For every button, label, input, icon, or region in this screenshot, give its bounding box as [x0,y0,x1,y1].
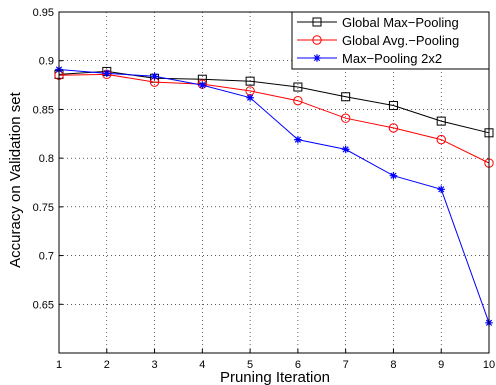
y-axis-ticks: 0.65 0.7 0.75 0.8 0.85 0.9 0.95 [33,7,63,311]
series-line [58,70,490,134]
y-tick-label: 0.8 [39,153,54,165]
x-tick-label: 10 [483,359,495,371]
legend-label: Global Max−Pooling [342,15,459,30]
data-point [436,134,446,145]
data-point [293,95,303,106]
data-point [388,123,399,133]
data-point [102,69,111,78]
y-axis-title: Accuracy on Validation set [7,91,24,267]
legend-entry: Max−Pooling 2x2 [297,51,442,66]
legend-marker [312,17,322,27]
x-tick-label: 1 [56,359,62,371]
legend-entry: Global Avg.−Pooling [297,33,459,48]
data-point [246,93,254,102]
y-tick-label: 0.95 [33,7,54,19]
data-point [340,113,351,123]
series-line [58,69,490,323]
x-axis-ticks: 1 2 3 4 5 6 7 8 9 10 [56,349,495,371]
data-point [294,135,302,144]
data-point [437,185,446,194]
legend-label: Max−Pooling 2x2 [342,51,442,66]
data-point [341,145,350,154]
data-point [293,82,303,92]
y-tick-label: 0.7 [39,251,54,263]
x-tick-label: 9 [438,359,444,371]
series-line [58,73,490,164]
series-3 [55,65,493,327]
legend-marker [312,35,322,45]
legend-entry: Global Max−Pooling [297,15,459,30]
series-1 [54,66,494,138]
x-tick-label: 6 [295,359,301,371]
x-tick-label: 7 [343,359,349,371]
x-tick-label: 3 [151,359,157,371]
y-tick-label: 0.9 [39,56,54,68]
y-tick-label: 0.75 [33,202,54,214]
plot-frame [58,11,490,354]
x-tick-label: 2 [104,359,110,371]
x-axis-title: Pruning Iteration [220,369,330,385]
series-layer [54,65,494,327]
legend-marker [313,54,321,62]
data-point [436,116,446,126]
legend: Global Max−Pooling Global Avg.−Pooling Max… [291,11,490,70]
y-tick-label: 0.65 [33,299,54,311]
data-point [150,72,159,81]
data-point [198,81,207,89]
legend-label: Global Avg.−Pooling [342,33,459,48]
data-point [388,101,398,111]
x-tick-label: 8 [390,359,396,371]
data-point [389,171,398,180]
x-tick-label: 5 [247,359,253,371]
data-point [245,76,255,86]
y-tick-label: 0.85 [33,104,54,116]
x-tick-label: 4 [199,359,205,371]
data-point [341,92,351,102]
